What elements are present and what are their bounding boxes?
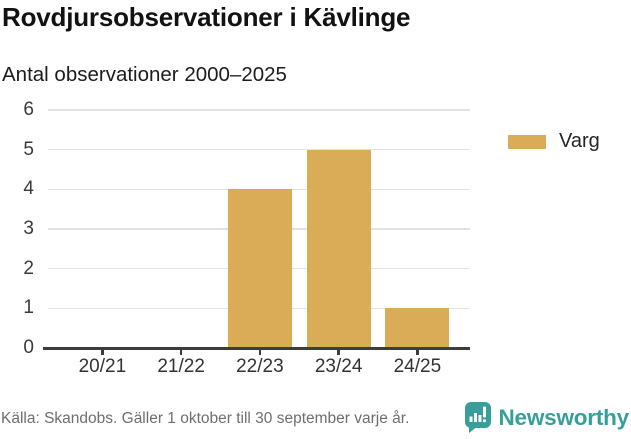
legend: Varg (508, 130, 600, 153)
newsworthy-brand: Newsworthy (464, 402, 629, 433)
source-text: Källa: Skandobs. Gäller 1 oktober till 3… (1, 410, 410, 427)
legend-swatch-varg (508, 134, 546, 149)
gridline-y6 (48, 109, 470, 111)
page-title: Rovdjursobservationer i Kävlinge (2, 2, 411, 32)
bar-24/25 (385, 308, 450, 348)
gridline-y5 (48, 148, 470, 151)
bar-22/23 (227, 189, 292, 348)
x-axis-tick-label: 24/25 (393, 356, 442, 377)
x-axis-tick (101, 349, 104, 355)
x-axis-tick (258, 349, 262, 355)
x-axis-tick (179, 349, 183, 355)
y-axis-tick-label: 3 (23, 218, 34, 239)
y-axis-tick-label: 1 (23, 297, 34, 319)
bar-23/24 (306, 149, 371, 348)
x-axis-tick-label: 21/22 (157, 356, 205, 377)
x-axis-tick-label: 20/21 (78, 356, 127, 377)
newsworthy-wordmark: Newsworthy (498, 404, 629, 430)
y-axis-tick-label: 4 (23, 178, 34, 200)
y-axis-tick-label: 0 (23, 337, 34, 358)
y-axis-tick-label: 2 (23, 257, 34, 279)
newsworthy-logo-icon (465, 402, 492, 433)
x-axis-tick-label: 22/23 (236, 356, 284, 377)
x-axis-tick (337, 349, 340, 355)
y-axis-tick-label: 6 (23, 99, 34, 120)
x-axis-line (43, 346, 470, 350)
chart-subtitle: Antal observationer 2000–2025 (2, 63, 287, 86)
y-axis-tick-label: 5 (23, 138, 34, 160)
x-axis-tick (416, 349, 419, 355)
x-axis-tick-label: 23/24 (314, 356, 363, 377)
legend-label-varg: Varg (559, 130, 600, 152)
